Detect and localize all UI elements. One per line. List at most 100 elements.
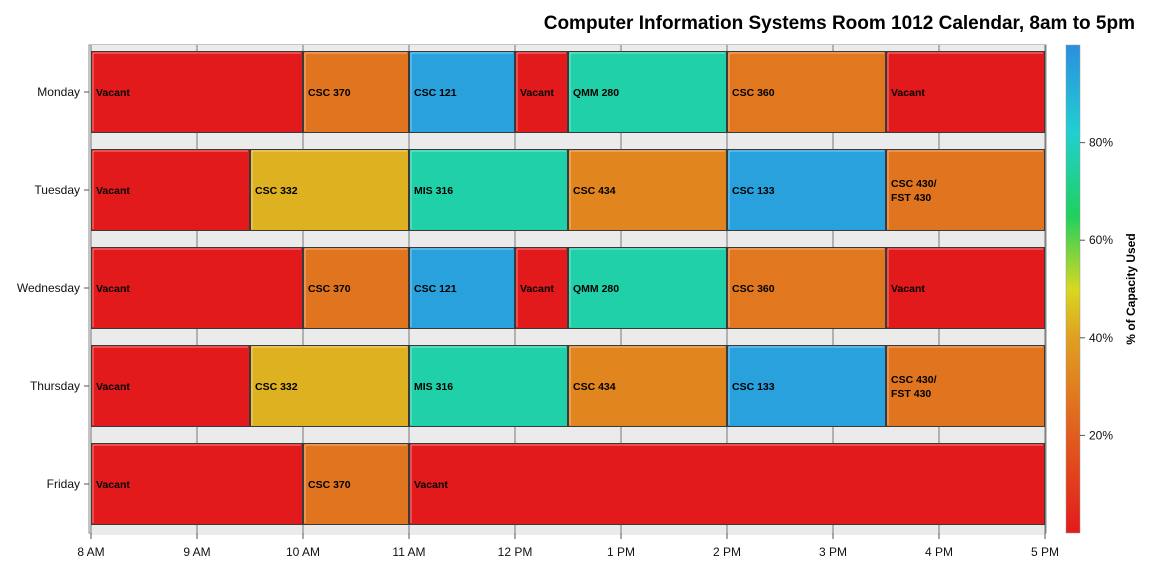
schedule-block-label: CSC 430/ xyxy=(891,374,937,386)
schedule-block-label: CSC 370 xyxy=(308,479,351,491)
color-scale-tick-label: 20% xyxy=(1089,428,1113,442)
schedule-block: CSC 121 xyxy=(409,247,515,329)
schedule-block-fill xyxy=(886,345,1045,427)
schedule-block-label: CSC 332 xyxy=(255,381,298,393)
schedule-block-label: Vacant xyxy=(891,283,925,295)
schedule-block-fill xyxy=(886,247,1045,329)
schedule-block-fill xyxy=(727,149,886,231)
x-tick-label: 11 AM xyxy=(392,545,425,559)
y-tick-label: Wednesday xyxy=(17,281,80,295)
schedule-block-label: CSC 434 xyxy=(573,185,616,197)
row-gap-band xyxy=(90,525,1045,535)
schedule-block-label: CSC 360 xyxy=(732,283,775,295)
schedule-block: CSC 360 xyxy=(727,51,886,133)
row-gap-band xyxy=(90,427,1045,437)
schedule-block-fill xyxy=(91,443,303,525)
schedule-block-fill xyxy=(409,247,515,329)
schedule-block-fill xyxy=(568,247,727,329)
schedule-block-fill xyxy=(91,149,250,231)
schedule-block-label: CSC 121 xyxy=(414,283,457,295)
schedule-block-fill xyxy=(303,247,409,329)
schedule-block: CSC 434 xyxy=(568,149,727,231)
schedule-block: CSC 370 xyxy=(303,443,409,525)
color-scale-tick-label: 40% xyxy=(1089,331,1113,345)
schedule-block: QMM 280 xyxy=(568,51,727,133)
schedule-block-label: MIS 316 xyxy=(414,381,453,393)
row-gap-band xyxy=(90,45,1045,51)
schedule-block-label: CSC 430/ xyxy=(891,178,937,190)
schedule-block: Vacant xyxy=(515,51,568,133)
schedule-block: Vacant xyxy=(91,51,303,133)
schedule-block: Vacant xyxy=(409,443,1045,525)
x-tick-label: 10 AM xyxy=(286,545,320,559)
schedule-block: MIS 316 xyxy=(409,149,568,231)
schedule-block-fill xyxy=(409,149,568,231)
schedule-block-fill xyxy=(727,345,886,427)
schedule-block: QMM 280 xyxy=(568,247,727,329)
schedule-block-label: CSC 121 xyxy=(414,87,457,99)
schedule-block-fill xyxy=(409,51,515,133)
schedule-block: Vacant xyxy=(886,247,1045,329)
x-tick-label: 12 PM xyxy=(498,545,533,559)
bar-layer: Vacant CSC 370 CSC 121 Vacant QMM 280 CSC 360… xyxy=(91,51,1045,525)
color-scale-title: % of Capacity Used xyxy=(1124,233,1138,344)
schedule-block: Vacant xyxy=(91,345,250,427)
schedule-block-label: CSC 434 xyxy=(573,381,616,393)
schedule-block: CSC 332 xyxy=(250,345,409,427)
x-tick-label: 2 PM xyxy=(713,545,741,559)
y-tick-label: Friday xyxy=(47,477,80,491)
schedule-block: MIS 316 xyxy=(409,345,568,427)
schedule-block: CSC 370 xyxy=(303,51,409,133)
color-scale-tick-label: 80% xyxy=(1089,136,1113,150)
schedule-block: Vacant xyxy=(886,51,1045,133)
schedule-block: CSC 370 xyxy=(303,247,409,329)
schedule-block-fill xyxy=(515,51,568,133)
schedule-block-fill xyxy=(727,51,886,133)
row-gap-band xyxy=(90,339,1045,345)
schedule-block: CSC 360 xyxy=(727,247,886,329)
schedule-block-fill xyxy=(515,247,568,329)
schedule-block-label: CSC 332 xyxy=(255,185,298,197)
axis-layer: Monday Tuesday Wednesday Thursday Friday 8 AM… xyxy=(17,85,1059,559)
schedule-block: Vacant xyxy=(91,443,303,525)
schedule-block-label: CSC 133 xyxy=(732,185,775,197)
chart-title: Computer Information Systems Room 1012 C… xyxy=(543,13,1135,34)
schedule-block-fill xyxy=(303,443,409,525)
row-gap-band xyxy=(90,241,1045,247)
color-scale-tick-label: 60% xyxy=(1089,233,1113,247)
row-gap-band xyxy=(90,437,1045,443)
schedule-block-fill xyxy=(250,345,409,427)
schedule-block-fill xyxy=(91,345,250,427)
schedule-block-label: MIS 316 xyxy=(414,185,453,197)
schedule-block-fill xyxy=(91,247,303,329)
schedule-block-label: Vacant xyxy=(96,479,130,491)
x-tick-label: 4 PM xyxy=(925,545,953,559)
y-tick-label: Tuesday xyxy=(34,183,80,197)
schedule-block-label: Vacant xyxy=(96,87,130,99)
schedule-block-fill xyxy=(886,51,1045,133)
schedule-block: CSC 133 xyxy=(727,149,886,231)
schedule-block-label: FST 430 xyxy=(891,192,931,204)
schedule-block-fill xyxy=(409,345,568,427)
schedule-block-label: Vacant xyxy=(96,381,130,393)
schedule-block-label: Vacant xyxy=(96,283,130,295)
schedule-block-fill xyxy=(727,247,886,329)
color-scale-bar xyxy=(1065,44,1081,534)
color-scale-legend: 20% 40% 60% 80% % of Capacity Used xyxy=(1065,44,1138,534)
schedule-block-label: QMM 280 xyxy=(573,283,619,295)
x-tick-label: 1 PM xyxy=(607,545,635,559)
x-tick-label: 3 PM xyxy=(819,545,847,559)
schedule-block-fill xyxy=(91,51,303,133)
schedule-block: Vacant xyxy=(91,149,250,231)
schedule-block-label: Vacant xyxy=(520,283,554,295)
row-gap-band xyxy=(90,329,1045,339)
x-tick-label: 8 AM xyxy=(77,545,104,559)
schedule-block: CSC 434 xyxy=(568,345,727,427)
schedule-block-fill xyxy=(303,51,409,133)
schedule-block: CSC 332 xyxy=(250,149,409,231)
x-tick-label: 9 AM xyxy=(183,545,210,559)
row-gap-band xyxy=(90,231,1045,241)
schedule-block-fill xyxy=(568,149,727,231)
schedule-block-label: Vacant xyxy=(891,87,925,99)
